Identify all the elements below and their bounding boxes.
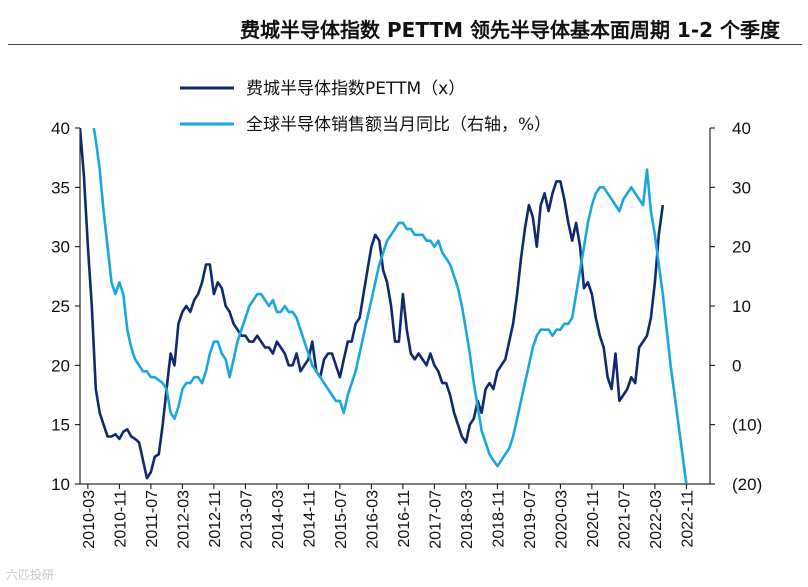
title-divider <box>8 44 802 45</box>
x-tick-label: 2018-03 <box>459 490 476 549</box>
x-tick-label: 2022-03 <box>648 490 665 549</box>
x-tick-label: 2013-07 <box>238 490 255 549</box>
right-tick-label: 0 <box>732 356 741 375</box>
x-tick-label: 2016-11 <box>396 490 413 548</box>
x-tick-label: 2018-11 <box>490 490 507 548</box>
x-tick-label: 2020-11 <box>585 490 602 548</box>
x-tick-label: 2020-03 <box>553 490 570 549</box>
right-tick-label: 20 <box>732 238 751 257</box>
x-tick-label: 2016-03 <box>364 490 381 549</box>
x-tick-label: 2012-03 <box>175 490 192 549</box>
x-tick-label: 2021-07 <box>616 490 633 549</box>
x-tick-label: 2012-11 <box>207 490 224 548</box>
legend-label-sales: 全球半导体销售额当月同比（右轴，%） <box>246 115 551 135</box>
right-tick-label: (20) <box>732 475 762 494</box>
right-tick-label: 30 <box>732 178 751 197</box>
right-tick-label: 40 <box>732 119 751 138</box>
legend-label-sox: 费城半导体指数PETTM（x） <box>246 79 465 99</box>
left-tick-label: 25 <box>51 297 70 316</box>
x-tick-label: 2017-07 <box>427 490 444 549</box>
x-tick-label: 2015-07 <box>333 490 350 549</box>
right-tick-label: (10) <box>732 416 762 435</box>
x-tick-label: 2019-07 <box>522 490 539 549</box>
x-tick-label: 2022-11 <box>679 490 696 548</box>
x-tick-label: 2010-03 <box>81 490 98 549</box>
right-tick-label: 10 <box>732 297 751 316</box>
chart-title: 费城半导体指数 PETTM 领先半导体基本面周期 1-2 个季度 <box>240 18 780 42</box>
x-tick-label: 2011-07 <box>144 490 161 548</box>
x-tick-label: 2014-03 <box>270 490 287 549</box>
x-tick-label: 2014-11 <box>301 490 318 548</box>
left-tick-label: 40 <box>51 119 70 138</box>
left-tick-label: 10 <box>51 475 70 494</box>
sox-pettm-line <box>80 128 665 480</box>
left-tick-label: 20 <box>51 356 70 375</box>
x-tick-label: 2010-11 <box>112 490 129 548</box>
left-tick-label: 15 <box>51 416 70 435</box>
watermark: 六匹投研 <box>6 568 55 582</box>
left-tick-label: 35 <box>51 178 70 197</box>
left-tick-label: 30 <box>51 238 70 257</box>
semi-sales-yoy-line <box>92 128 688 484</box>
